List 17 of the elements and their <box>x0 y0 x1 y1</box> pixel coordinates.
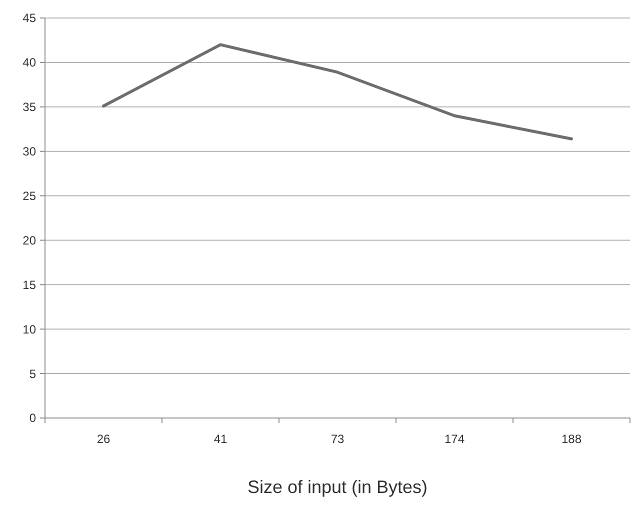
y-tick-label: 10 <box>22 322 36 336</box>
y-tick-label: 45 <box>22 11 36 26</box>
y-tick-label: 35 <box>22 100 36 114</box>
x-tick-label: 26 <box>96 432 110 446</box>
x-tick-label: 41 <box>214 432 228 446</box>
x-tick-label: 188 <box>561 432 582 446</box>
y-tick-label: 5 <box>29 366 36 381</box>
x-tick-label: 174 <box>444 432 465 446</box>
y-tick-label: 20 <box>22 233 36 248</box>
y-tick-label: 15 <box>22 278 36 292</box>
y-tick-label: 40 <box>22 56 36 70</box>
y-tick-label: 30 <box>22 144 36 159</box>
line-series <box>102 43 573 140</box>
x-tick-label: 73 <box>330 432 344 446</box>
y-tick-label: 25 <box>22 188 36 203</box>
y-tick-label: 0 <box>29 411 36 426</box>
x-axis-title: Size of input (in Bytes) <box>247 477 428 497</box>
